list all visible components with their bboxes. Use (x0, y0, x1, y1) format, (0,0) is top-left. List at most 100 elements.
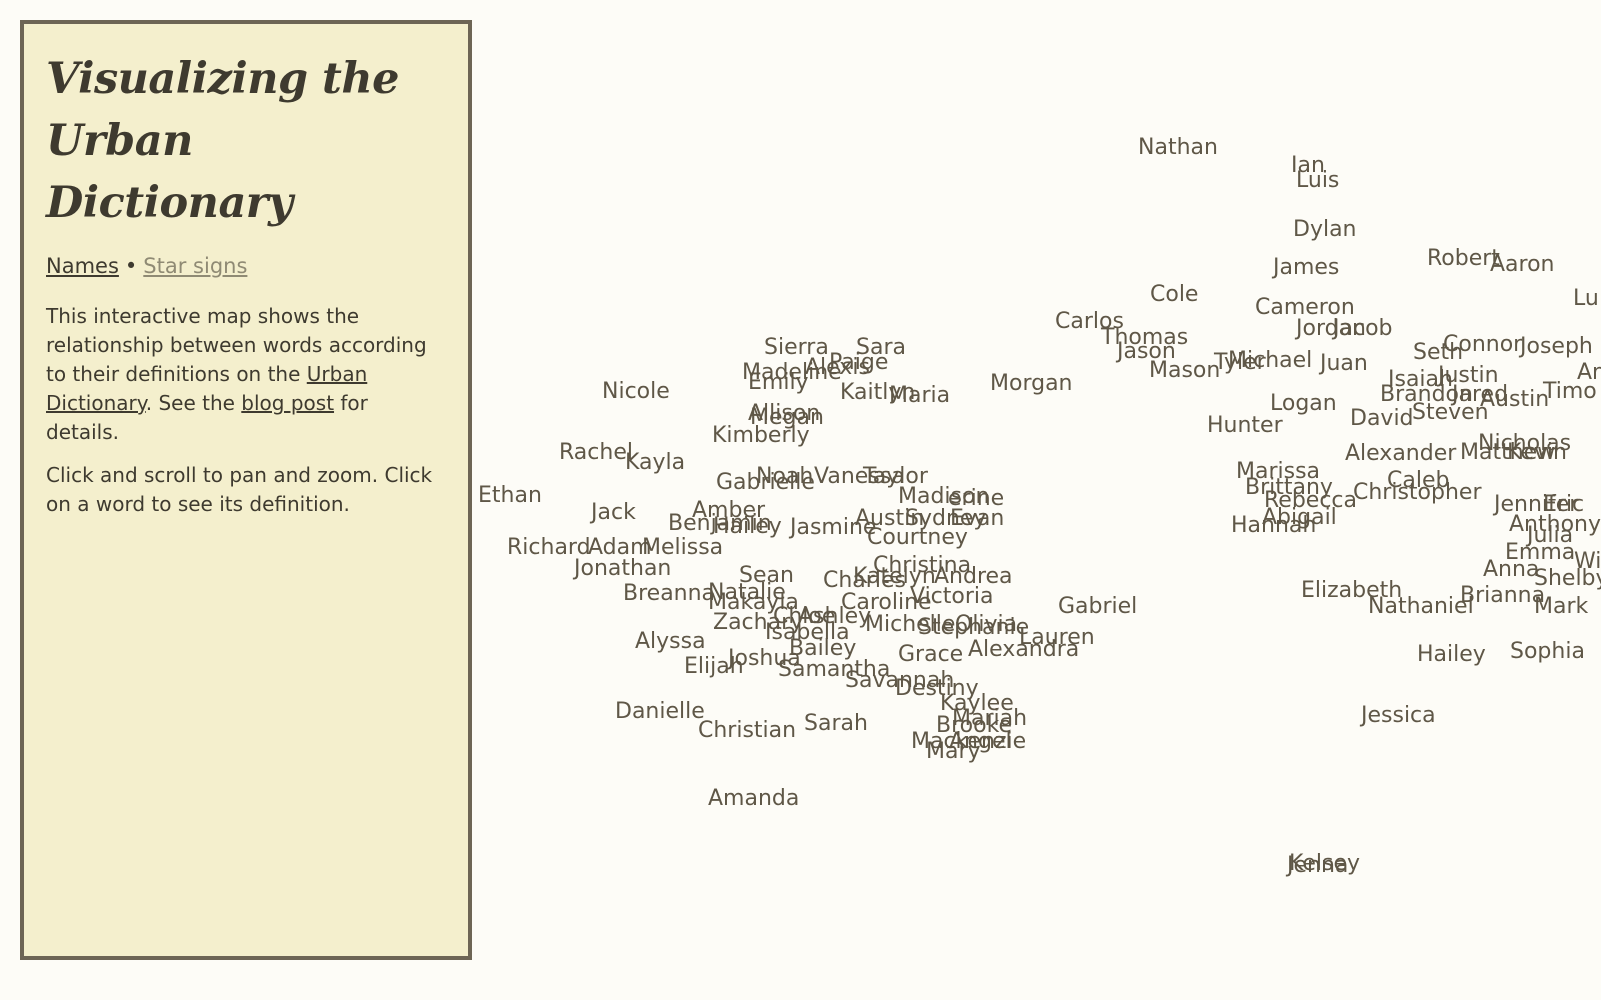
map-word[interactable]: Rebecca (1264, 488, 1358, 513)
map-word[interactable]: Katelyn (853, 564, 936, 589)
map-word[interactable]: Isaiah (1388, 367, 1453, 392)
map-word[interactable]: Mackenzie (911, 729, 1027, 754)
map-word[interactable]: Alexander (1345, 441, 1457, 466)
map-word[interactable]: Thomas (1101, 325, 1189, 350)
blog-post-link[interactable]: blog post (241, 391, 335, 415)
map-word[interactable]: Shelby (1534, 566, 1601, 591)
map-word[interactable]: Hailey (1417, 642, 1486, 667)
map-word[interactable]: Savannah (845, 668, 955, 693)
map-word[interactable]: Cameron (1255, 295, 1355, 320)
map-word[interactable]: Isabella (765, 620, 850, 645)
map-word[interactable]: Destiny (895, 676, 979, 701)
map-word[interactable]: Jacob (1333, 316, 1393, 341)
map-word[interactable]: Emily (748, 370, 809, 395)
map-word[interactable]: Joshua (728, 646, 801, 671)
map-word[interactable]: Alyssa (635, 629, 706, 654)
map-word[interactable]: Maria (889, 383, 951, 408)
map-word[interactable]: Aaron (1490, 252, 1555, 277)
map-word[interactable]: Sydney (905, 506, 987, 531)
map-word[interactable]: Jack (591, 500, 636, 525)
map-word[interactable]: Gabriel (1058, 594, 1138, 619)
map-word[interactable]: Megan (750, 405, 824, 430)
map-word[interactable]: Nathan (1138, 135, 1218, 160)
map-word[interactable]: Hunter (1207, 413, 1283, 438)
map-word[interactable]: Dylan (1293, 217, 1357, 242)
map-word[interactable]: Samantha (778, 657, 891, 682)
map-word[interactable]: Timo (1543, 379, 1597, 404)
map-word[interactable]: Lu (1573, 286, 1599, 311)
map-word[interactable]: Michael (1228, 348, 1313, 373)
map-word[interactable]: Adam (588, 535, 652, 560)
map-word[interactable]: Gabrielle (716, 470, 815, 495)
map-word[interactable]: Sophia (1510, 639, 1585, 664)
map-word[interactable]: Logan (1270, 391, 1337, 416)
map-word[interactable]: James (1273, 255, 1340, 280)
map-word[interactable]: Alexandra (968, 637, 1080, 662)
map-word[interactable]: Austin (855, 506, 925, 531)
map-word[interactable]: Anthony (1509, 512, 1601, 537)
map-word[interactable]: Caleb (1387, 468, 1450, 493)
map-word[interactable]: Danielle (615, 699, 705, 724)
map-word[interactable]: Jordan (1296, 316, 1366, 341)
map-word[interactable]: Madison (898, 484, 990, 509)
map-word[interactable]: Ethan (478, 483, 542, 508)
map-word[interactable]: Jenna (1287, 853, 1349, 878)
map-word[interactable]: Ashley (798, 604, 872, 629)
map-word[interactable]: Olivia (955, 612, 1018, 637)
map-word[interactable]: Melissa (642, 535, 724, 560)
map-word[interactable]: Brittany (1245, 475, 1333, 500)
map-word[interactable]: Mary (926, 739, 981, 764)
map-word[interactable]: Joseph (1520, 334, 1593, 359)
map-word[interactable]: Charles (823, 568, 906, 593)
map-word[interactable]: Anna (1483, 557, 1540, 582)
map-word[interactable]: Jason (1117, 339, 1176, 364)
map-word[interactable]: Rachel (559, 440, 633, 465)
map-word[interactable]: Grace (898, 642, 964, 667)
map-word[interactable]: William (1574, 549, 1601, 574)
map-word[interactable]: Abigail (1262, 505, 1337, 530)
map-word[interactable]: Kelsey (1289, 851, 1360, 876)
map-word[interactable]: Benjamin (668, 511, 772, 536)
map-word[interactable]: Justin (1438, 363, 1499, 388)
map-word[interactable]: Angel (949, 729, 1012, 754)
map-word[interactable]: David (1350, 406, 1414, 431)
map-word[interactable]: Nicole (602, 379, 670, 404)
map-word[interactable]: Kayla (625, 450, 686, 475)
map-word[interactable]: Hannah (1231, 513, 1317, 538)
map-word[interactable]: Christian (698, 718, 797, 743)
map-word[interactable]: Christina (873, 553, 972, 578)
map-word[interactable]: Kaylee (940, 691, 1014, 716)
urban-dictionary-link[interactable]: Urban Dictionary (46, 362, 368, 415)
map-word[interactable]: Brandon (1380, 382, 1473, 407)
map-word[interactable]: Noah (756, 464, 814, 489)
map-word[interactable]: Jonathan (574, 556, 672, 581)
nav-names-link[interactable]: Names (46, 254, 119, 278)
map-word[interactable]: Allison (748, 401, 821, 426)
map-word[interactable]: Taylor (863, 464, 928, 489)
map-word[interactable]: Kimberly (712, 423, 810, 448)
map-word[interactable]: Eric (1543, 492, 1585, 517)
map-word[interactable]: Sarah (804, 711, 868, 736)
map-word[interactable]: Victoria (910, 584, 994, 609)
map-word[interactable]: Nathaniel (1368, 594, 1474, 619)
map-word[interactable]: Sara (856, 335, 906, 360)
map-word[interactable]: Kevin (1507, 440, 1567, 465)
map-word[interactable]: Vanessa (814, 464, 905, 489)
map-word[interactable]: Richard (507, 535, 591, 560)
map-word[interactable]: Connor (1443, 332, 1523, 357)
map-word[interactable]: Christopher (1353, 480, 1482, 505)
map-word[interactable]: Amanda (708, 786, 800, 811)
map-word[interactable]: Hailey (713, 514, 782, 539)
map-word[interactable]: Mason (1149, 358, 1221, 383)
map-word[interactable]: Zachary (713, 610, 804, 635)
map-word[interactable]: Andrea (934, 564, 1013, 589)
map-word[interactable]: Stephanie (918, 615, 1030, 640)
map-word[interactable]: Elijah (684, 654, 744, 679)
map-word[interactable]: Austin (1480, 387, 1550, 412)
nav-star-signs-link[interactable]: Star signs (143, 254, 248, 278)
map-word[interactable]: Cole (1150, 282, 1199, 307)
map-word[interactable]: Elizabeth (1301, 578, 1403, 603)
map-word[interactable]: Juan (1320, 351, 1368, 376)
map-word[interactable]: An (1577, 360, 1601, 385)
map-word[interactable]: Mariah (952, 706, 1028, 731)
